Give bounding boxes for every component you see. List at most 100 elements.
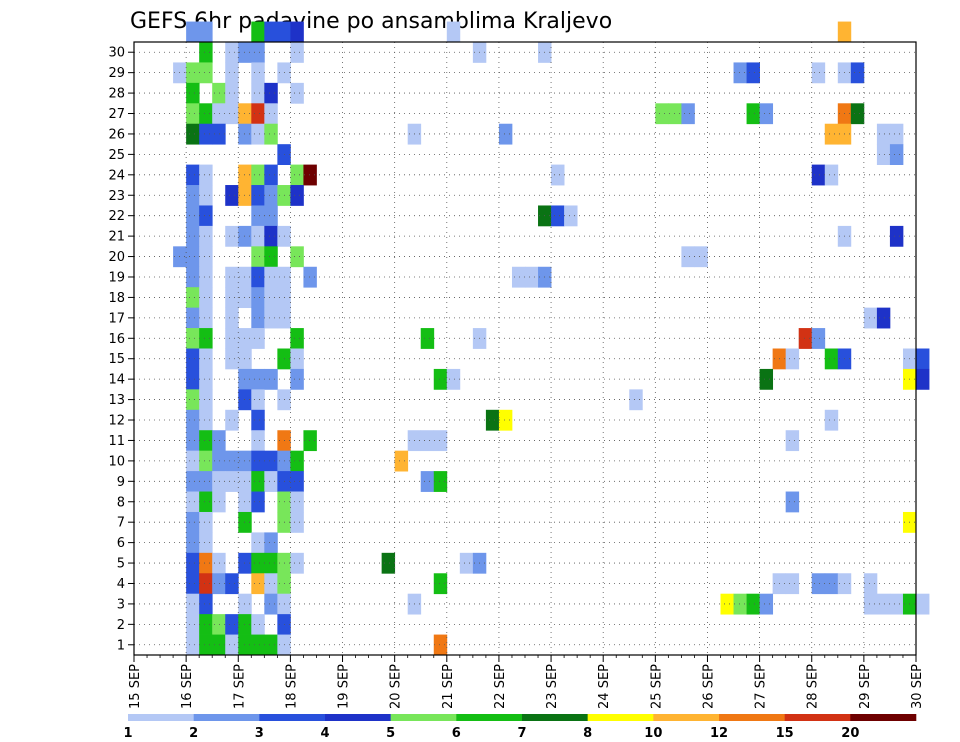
- heatmap-cell: [290, 511, 304, 533]
- heatmap-cell: [186, 348, 200, 370]
- grid-lines: [134, 42, 916, 655]
- heatmap-cell: [433, 430, 448, 452]
- y-tick-label: 3: [117, 597, 125, 612]
- heatmap-cell: [876, 307, 891, 329]
- heatmap-cell: [446, 368, 461, 390]
- heatmap-cell: [199, 532, 213, 554]
- heatmap-cell: [381, 552, 396, 574]
- heatmap-cell: [916, 348, 930, 370]
- heatmap-cell: [199, 634, 213, 656]
- heatmap-cell: [264, 225, 278, 247]
- heatmap-cell: [186, 471, 200, 492]
- heatmap-cell: [785, 491, 800, 513]
- heatmap-cell: [225, 287, 239, 309]
- heatmap-cell: [850, 62, 865, 84]
- heatmap-cell: [251, 164, 265, 186]
- heatmap-cell: [251, 266, 265, 288]
- heatmap-cell: [785, 430, 800, 452]
- legend-swatch: [259, 714, 326, 721]
- heatmap-cell: [420, 430, 435, 452]
- heatmap-cell: [251, 328, 265, 349]
- heatmap-cell: [303, 266, 317, 288]
- heatmap-cell: [199, 225, 213, 247]
- heatmap-cell: [199, 21, 213, 43]
- heatmap-cell: [290, 471, 304, 492]
- x-tick-label: 16 SEP: [180, 664, 195, 709]
- y-tick-label: 13: [108, 393, 125, 408]
- heatmap-cell: [212, 82, 226, 104]
- y-tick-label: 9: [117, 475, 125, 490]
- heatmap-cell: [212, 634, 226, 656]
- heatmap-cell: [251, 634, 265, 656]
- y-tick-label: 1: [117, 638, 125, 653]
- heatmap-cell: [186, 409, 200, 431]
- heatmap-cell: [186, 532, 200, 554]
- y-tick-label: 29: [108, 66, 125, 81]
- heatmap-cell: [199, 430, 213, 452]
- heatmap-cell: [251, 368, 265, 390]
- heatmap-cell: [485, 409, 500, 431]
- heatmap-cell: [303, 164, 317, 186]
- heatmap-cell: [798, 328, 813, 349]
- heatmap-cell: [212, 430, 226, 452]
- legend-label: 15: [776, 726, 794, 741]
- heatmap-cell: [251, 471, 265, 492]
- heatmap-cell: [199, 614, 213, 635]
- y-tick-label: 10: [108, 454, 125, 469]
- x-tick-label: 20 SEP: [389, 664, 404, 709]
- heatmap-cell: [225, 82, 239, 104]
- heatmap-cell: [264, 205, 278, 227]
- y-tick-label: 30: [108, 46, 125, 61]
- x-tick-label: 18 SEP: [284, 664, 299, 709]
- legend-label: 12: [710, 726, 728, 741]
- heatmap-cell: [212, 614, 226, 635]
- heatmap-cell: [290, 328, 304, 349]
- heatmap-cell: [186, 21, 200, 43]
- heatmap-cell: [564, 205, 578, 227]
- heatmap-cell: [199, 471, 213, 492]
- heatmap-cell: [759, 103, 774, 125]
- x-tick-label: 23 SEP: [545, 664, 560, 709]
- heatmap-cell: [225, 471, 239, 492]
- heatmap-cell: [420, 471, 435, 492]
- heatmap-cell: [251, 62, 265, 84]
- heatmap-cell: [186, 552, 200, 574]
- heatmap-cell: [850, 103, 865, 125]
- x-tick-label: 25 SEP: [649, 664, 664, 709]
- legend-swatch: [587, 714, 654, 721]
- heatmap-cell: [199, 307, 213, 329]
- y-tick-label: 12: [108, 414, 125, 429]
- heatmap-cell: [199, 389, 213, 411]
- heatmap-cell: [694, 246, 708, 268]
- heatmap-cell: [251, 21, 265, 43]
- legend-label: 6: [452, 726, 461, 741]
- heatmap-cell: [199, 123, 213, 145]
- heatmap-cell: [251, 287, 265, 309]
- y-tick-label: 27: [108, 107, 125, 122]
- y-tick-label: 4: [117, 577, 125, 592]
- heatmap-cell: [186, 287, 200, 309]
- heatmap-cell: [824, 123, 839, 145]
- heatmap-cell: [212, 450, 226, 472]
- heatmap-cell: [916, 593, 930, 615]
- heatmap-cell: [290, 82, 304, 104]
- heatmap-cell: [290, 42, 304, 63]
- heatmap-cell: [264, 593, 278, 615]
- heatmap-cell: [264, 82, 278, 104]
- legend-label: 7: [517, 726, 526, 741]
- y-tick-label: 17: [108, 311, 125, 326]
- heatmap-cell: [212, 573, 226, 595]
- heatmap-cell: [186, 491, 200, 513]
- heatmap-cell: [251, 82, 265, 104]
- x-tick-label: 28 SEP: [806, 664, 821, 709]
- heatmap-cell: [199, 368, 213, 390]
- y-tick-label: 22: [108, 209, 125, 224]
- heatmap-cell: [759, 593, 774, 615]
- heatmap-cell: [251, 225, 265, 247]
- heatmap-cell: [186, 593, 200, 615]
- heatmap-cell: [759, 368, 774, 390]
- heatmap-cell: [811, 62, 826, 84]
- heatmap-cell: [264, 246, 278, 268]
- heatmap-cell: [186, 573, 200, 595]
